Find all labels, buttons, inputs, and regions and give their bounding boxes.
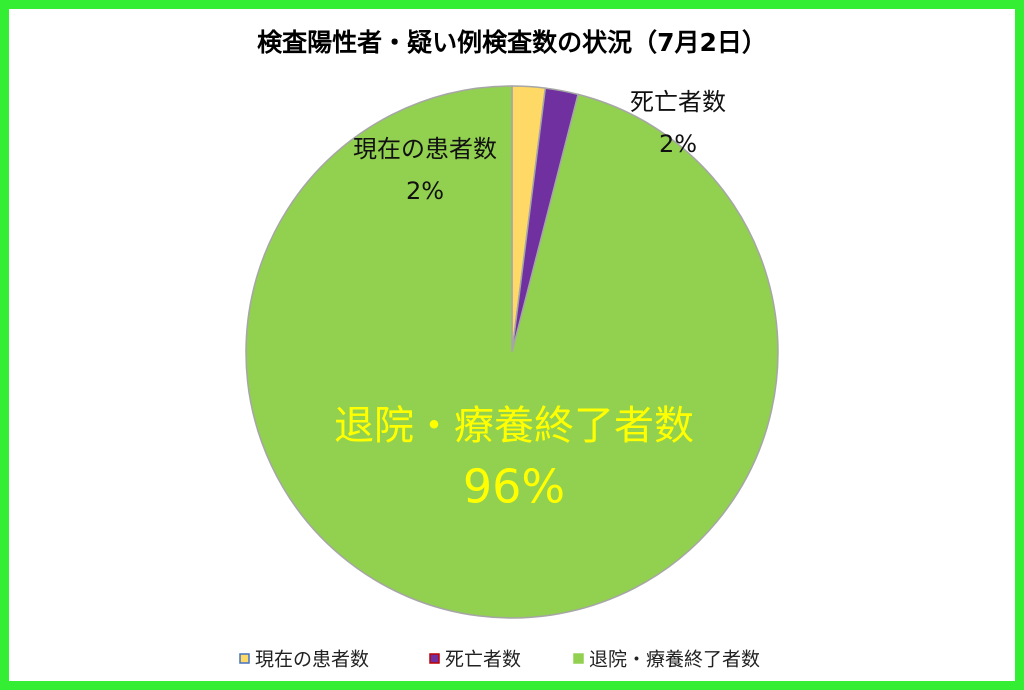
slice-label: 死亡者数 <box>630 88 726 116</box>
slice-label: 退院・療養終了者数 <box>334 403 694 449</box>
value-label: 2% <box>659 130 697 158</box>
legend-label: 退院・療養終了者数 <box>589 649 760 671</box>
pie-slice <box>245 85 779 619</box>
slice-label: 現在の患者数 <box>353 135 497 163</box>
legend-label: 死亡者数 <box>445 649 521 671</box>
legend-marker <box>239 653 250 664</box>
value-label: 2% <box>406 177 444 205</box>
legend-marker <box>429 653 440 664</box>
value-label: 96% <box>463 460 565 514</box>
legend-marker <box>573 653 584 664</box>
legend-label: 現在の患者数 <box>255 649 369 671</box>
chart-title: 検査陽性者・疑い例検査数の状況（7月2日） <box>257 28 767 57</box>
